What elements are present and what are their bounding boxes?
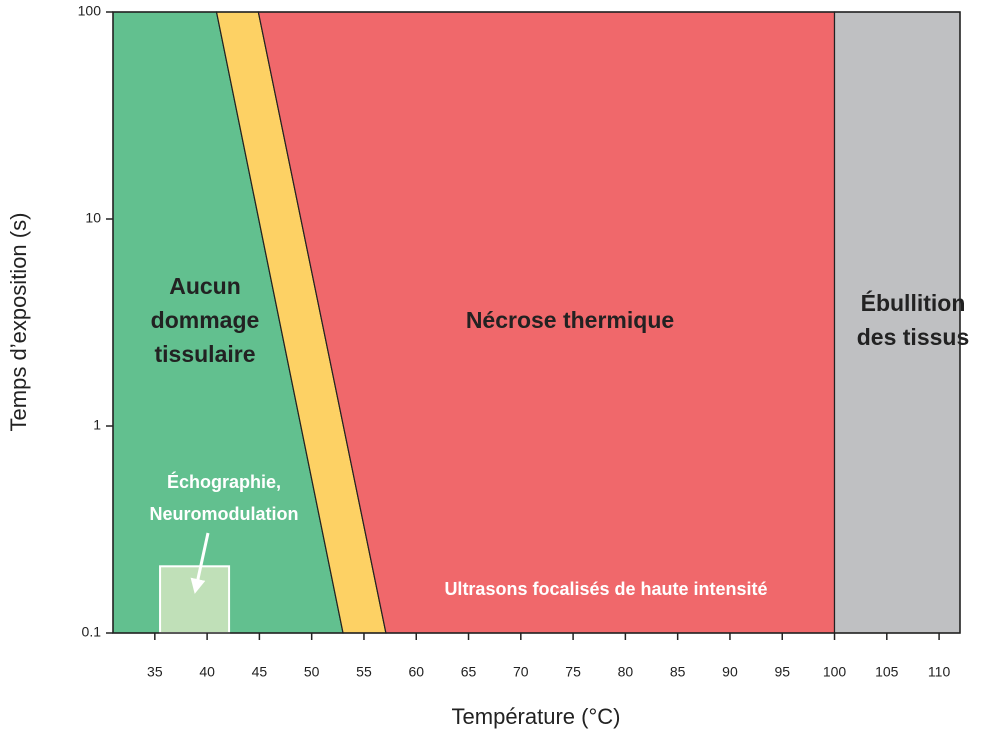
x-tick-label: 85: [670, 664, 686, 680]
x-tick-label: 65: [461, 664, 477, 680]
x-tick-label: 95: [774, 664, 790, 680]
x-tick-label: 100: [823, 664, 847, 680]
x-tick-label: 55: [356, 664, 372, 680]
x-tick-label: 50: [304, 664, 320, 680]
y-tick-label: 1: [93, 417, 101, 433]
region: [833, 11, 961, 634]
x-tick-label: 75: [565, 664, 581, 680]
x-tick-label: 70: [513, 664, 529, 680]
x-axis-label: Température (°C): [452, 704, 621, 729]
y-tick-label: 0.1: [82, 624, 102, 640]
region-label: des tissus: [857, 324, 970, 350]
x-tick-label: 60: [408, 664, 424, 680]
region-label: Ébullition: [861, 289, 966, 316]
x-tick-label: 40: [199, 664, 215, 680]
region-label: Nécrose thermique: [466, 307, 674, 333]
region-label: Aucun: [169, 273, 241, 299]
region-label: dommage: [151, 307, 260, 333]
region-label: tissulaire: [155, 341, 256, 367]
x-tick-label: 110: [928, 664, 951, 680]
box: [159, 565, 231, 634]
annotation: Ultrasons focalisés de haute intensité: [444, 579, 767, 599]
plot-frame: [112, 11, 961, 634]
x-tick-label: 35: [147, 664, 163, 680]
y-axis-label: Temps d’exposition (s): [6, 213, 31, 432]
x-tick-label: 105: [875, 664, 899, 680]
y-tick-label: 100: [78, 3, 102, 19]
x-tick-label: 45: [252, 664, 268, 680]
y-tick-label: 10: [85, 210, 101, 226]
arrow: [190, 532, 210, 594]
x-tick-label: 80: [618, 664, 634, 680]
box-label: Neuromodulation: [150, 504, 299, 524]
x-tick-label: 90: [722, 664, 738, 680]
box-label: Échographie,: [167, 471, 281, 492]
